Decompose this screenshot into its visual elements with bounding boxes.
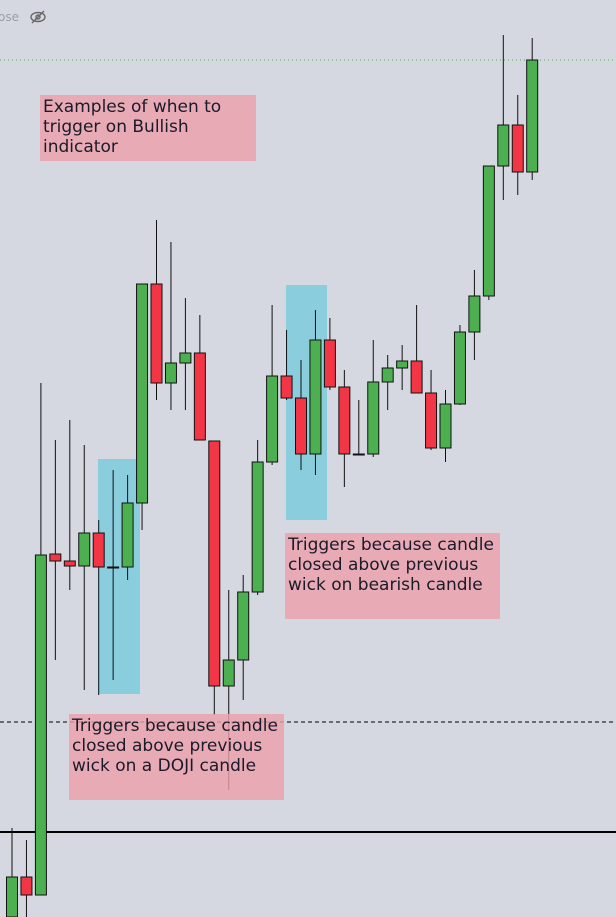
annotation: Triggers because candle closed above pre… xyxy=(69,714,284,800)
header-text: ose xyxy=(0,10,19,24)
candle-body xyxy=(410,360,423,394)
candle-body xyxy=(121,502,134,568)
candle-body xyxy=(482,165,495,297)
candle-body xyxy=(309,339,322,455)
candle-body xyxy=(78,532,91,567)
candle-body xyxy=(396,360,409,369)
candle-body xyxy=(34,554,47,896)
candle-body xyxy=(237,591,250,661)
candle-body xyxy=(280,375,293,399)
candle-body xyxy=(107,566,120,569)
candle-body xyxy=(63,560,76,567)
candle-body xyxy=(323,339,336,388)
candle-body xyxy=(425,392,438,449)
candle-body xyxy=(338,386,351,455)
candle-body xyxy=(179,352,192,364)
highlight xyxy=(98,459,140,694)
candle-body xyxy=(352,453,365,456)
candle-body xyxy=(381,367,394,383)
candle-body xyxy=(439,403,452,449)
candle-body xyxy=(150,283,163,384)
candle-body xyxy=(251,461,264,593)
candle-body xyxy=(367,381,380,455)
candle-body xyxy=(164,362,177,384)
candle-body xyxy=(453,331,466,405)
candle-body xyxy=(497,124,510,167)
candle-body xyxy=(193,352,206,441)
candle-body xyxy=(222,659,235,687)
candle-body xyxy=(295,397,307,455)
candle-body xyxy=(136,283,149,504)
candle-body xyxy=(6,876,18,917)
annotation: Examples of when to trigger on Bullish i… xyxy=(40,95,256,161)
candle-body xyxy=(49,553,62,562)
candle-body xyxy=(20,876,33,896)
candle-body xyxy=(92,532,105,568)
candle-body xyxy=(468,295,481,333)
candle-body xyxy=(266,375,279,463)
candle-body xyxy=(511,124,524,173)
eye-icon[interactable] xyxy=(30,10,46,24)
annotation: Triggers because candle closed above pre… xyxy=(285,533,500,619)
candle-body xyxy=(526,59,539,173)
candle-body xyxy=(208,440,221,687)
